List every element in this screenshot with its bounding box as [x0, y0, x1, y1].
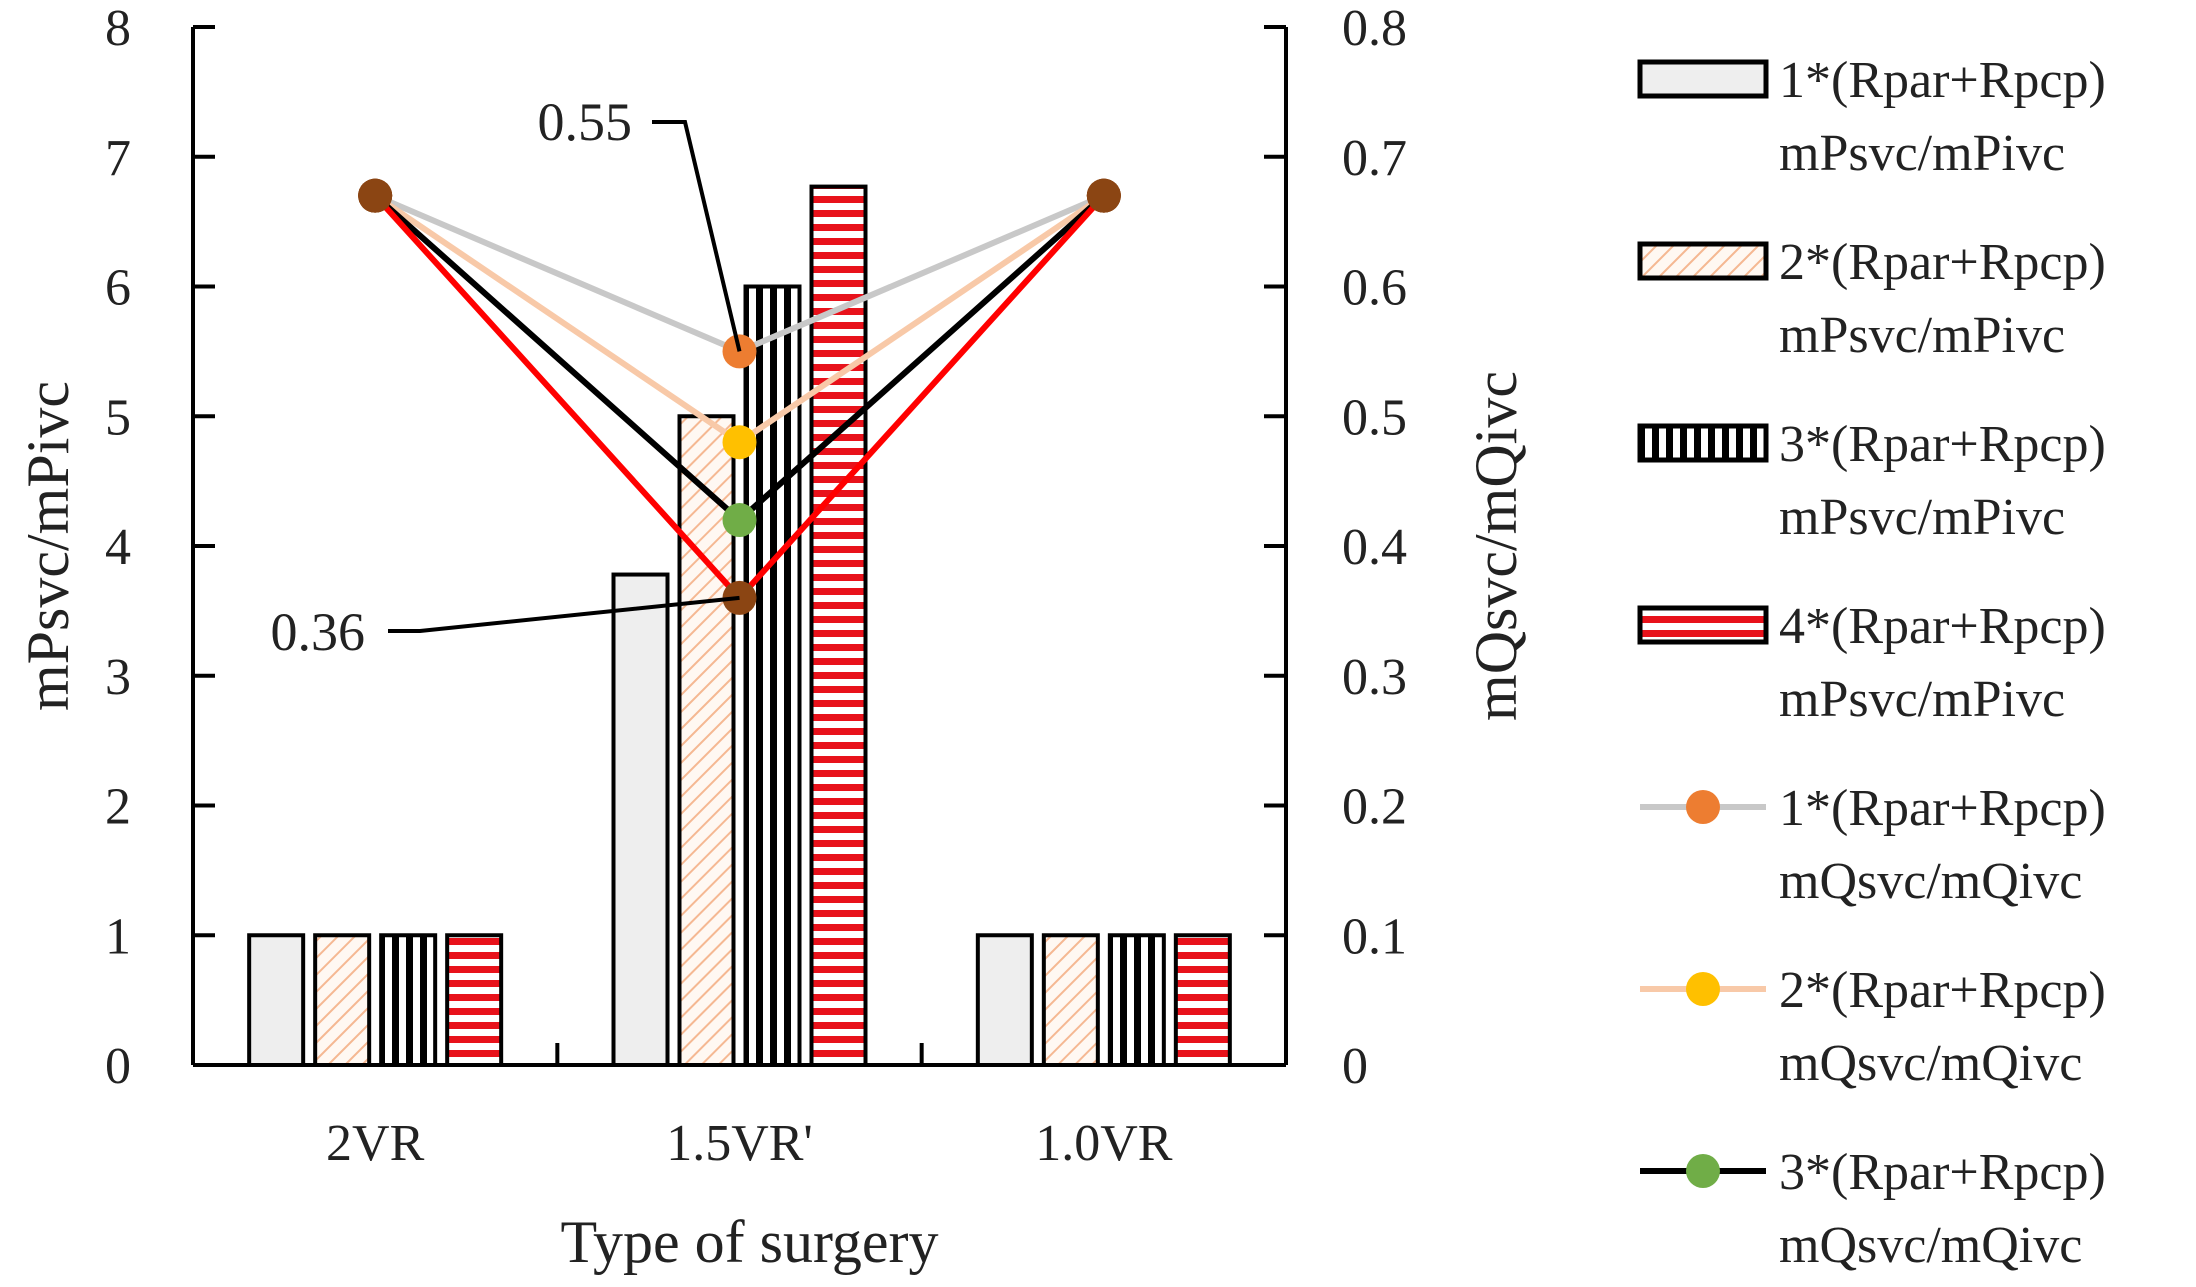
- line-point-3-1.5VR': [722, 503, 757, 538]
- x-tick-label: 1.5VR': [666, 1115, 813, 1172]
- right-tick-label: 0.6: [1342, 260, 1407, 317]
- left-tick-label: 8: [105, 0, 131, 57]
- right-tick-label: 0.4: [1342, 519, 1407, 576]
- bar-3-1.0VR: [1107, 933, 1166, 1067]
- bar-4-2VR: [445, 933, 504, 1067]
- bar-1-1.5VR': [611, 572, 670, 1067]
- left-tick-label: 6: [105, 260, 131, 317]
- right-tick-label: 0.8: [1342, 0, 1407, 57]
- right-tick-label: 0.7: [1342, 130, 1407, 187]
- x-tick-label: 2VR: [326, 1115, 425, 1172]
- legend-label: 3*(Rpar+Rpcp): [1779, 416, 2106, 473]
- axes: [191, 27, 1288, 1067]
- bar-4-1.5VR': [809, 184, 868, 1067]
- legend-label: mPsvc/mPivc: [1779, 125, 2065, 182]
- bar-2-2VR: [313, 933, 372, 1067]
- legend-label: mQsvc/mQivc: [1779, 1035, 2082, 1092]
- legend-label: mPsvc/mPivc: [1779, 671, 2065, 728]
- left-tick-label: 5: [105, 389, 131, 446]
- bar-3-2VR: [379, 933, 438, 1067]
- bar-1-1.0VR: [975, 933, 1034, 1067]
- line-point-4-1.0VR: [1086, 178, 1121, 213]
- legend-swatch-marker-2: [1686, 972, 1720, 1006]
- legend-label: 2*(Rpar+Rpcp): [1779, 962, 2106, 1019]
- bar-3-1.5VR': [743, 284, 802, 1067]
- left-tick-label: 7: [105, 130, 131, 187]
- legend-label: 4*(Rpar+Rpcp): [1779, 598, 2106, 655]
- line-point-4-2VR: [358, 178, 393, 213]
- legend-swatch-bar-1: [1637, 59, 1769, 99]
- x-tick-label: 1.0VR: [1035, 1115, 1173, 1172]
- legend-label: 3*(Rpar+Rpcp): [1779, 1144, 2106, 1201]
- legend-label: 2*(Rpar+Rpcp): [1779, 234, 2106, 291]
- line-point-2-1.5VR': [722, 425, 757, 460]
- left-tick-label: 1: [105, 908, 131, 965]
- bar-4-1.0VR: [1173, 933, 1232, 1067]
- legend-swatch-marker-1: [1686, 790, 1720, 824]
- legend-label: mPsvc/mPivc: [1779, 489, 2065, 546]
- legend-label: 1*(Rpar+Rpcp): [1779, 780, 2106, 837]
- left-tick-label: 3: [105, 649, 131, 706]
- legend-swatch-marker-3: [1686, 1154, 1720, 1188]
- bar-1-2VR: [247, 933, 306, 1067]
- legend-swatch-bar-4: [1637, 605, 1769, 645]
- lines: [358, 178, 1121, 615]
- left-tick-label: 0: [105, 1038, 131, 1095]
- y-axis-left-title: mPsvc/mPivc: [15, 381, 81, 711]
- x-axis-title: Type of surgery: [561, 1209, 939, 1275]
- annotation-leader-line: [388, 595, 740, 633]
- legend-label: 1*(Rpar+Rpcp): [1779, 52, 2106, 109]
- bars: [247, 184, 1232, 1067]
- legend-label: mPsvc/mPivc: [1779, 307, 2065, 364]
- right-tick-label: 0: [1342, 1038, 1368, 1095]
- left-tick-label: 4: [105, 519, 131, 576]
- right-tick-label: 0.1: [1342, 908, 1407, 965]
- legend-label: mQsvc/mQivc: [1779, 853, 2082, 910]
- line-series-4: [372, 193, 1107, 603]
- legend-swatch-bar-2: [1637, 241, 1769, 281]
- legend-swatch-bar-3: [1637, 423, 1769, 463]
- right-tick-label: 0.2: [1342, 779, 1407, 836]
- right-tick-label: 0.3: [1342, 649, 1407, 706]
- y-axis-right-title: mQsvc/mQivc: [1463, 371, 1529, 721]
- annotation-label: 0.55: [538, 92, 633, 152]
- legend: 1*(Rpar+Rpcp) mPsvc/mPivc 2*(Rpar+Rpcp) mPs…: [1637, 52, 2106, 1274]
- legend-label: mQsvc/mQivc: [1779, 1217, 2082, 1274]
- annotations: 0.55 0.36: [271, 92, 742, 662]
- annotation-leader-line: [652, 120, 742, 352]
- labels: Type of surgery mPsvc/mPivc mQsvc/mQivc: [15, 371, 1529, 1275]
- ticks: 0 1 2 3 4 5 6 7 8 0 0.1 0.2 0.3 0.4 0.5 0.6 0.7 0.8 2VR 1.5…: [105, 0, 1407, 1172]
- annotation-label: 0.36: [271, 602, 366, 662]
- bar-2-1.0VR: [1041, 933, 1100, 1067]
- line-series-1: [373, 192, 1106, 355]
- right-tick-label: 0.5: [1342, 389, 1407, 446]
- left-tick-label: 2: [105, 779, 131, 836]
